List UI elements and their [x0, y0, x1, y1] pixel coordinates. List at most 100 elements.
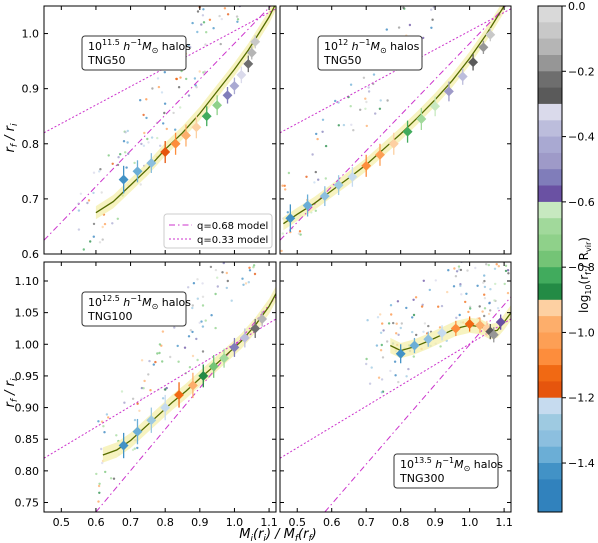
scatter-point [387, 322, 391, 325]
scatter-point [428, 288, 431, 292]
scatter-point [103, 222, 107, 226]
scatter-point [376, 316, 380, 319]
scatter-point [92, 171, 96, 174]
scatter-point [412, 355, 415, 358]
scatter-point [89, 240, 92, 243]
scatter-point [482, 281, 485, 284]
scatter-point [453, 267, 456, 270]
scatter-point [431, 18, 434, 21]
scatter-point [161, 330, 165, 333]
scatter-point [396, 300, 400, 303]
colorbar-block [538, 446, 562, 464]
binned-point [146, 415, 157, 426]
scatter-point [163, 111, 166, 115]
y-axis-label-top: rf / ri [3, 123, 20, 153]
scatter-point [467, 310, 470, 314]
scatter-point [92, 222, 96, 226]
model-line [280, 8, 511, 134]
scatter-point [465, 292, 468, 295]
scatter-point [459, 283, 462, 286]
scatter-point [314, 170, 317, 174]
scatter-point [147, 141, 150, 144]
scatter-point [379, 99, 382, 102]
x-tick-label: 0.7 [357, 516, 375, 529]
scatter-point [504, 227, 506, 229]
scatter-point [364, 97, 367, 100]
x-tick-label: 1.0 [226, 516, 244, 529]
colorbar-block [538, 397, 562, 415]
binned-point [250, 36, 261, 47]
scatter-point [201, 14, 205, 17]
scatter-point [217, 0, 219, 2]
colorbar-block [538, 218, 562, 235]
scatter-point [244, 282, 248, 285]
scatter-point [204, 319, 207, 322]
binned-point [402, 126, 413, 137]
scatter-point [349, 83, 353, 86]
scatter-point [242, 283, 245, 286]
scatter-point [314, 209, 317, 212]
model-line [44, 6, 272, 241]
scatter-point [460, 293, 463, 296]
scatter-point [259, 193, 261, 195]
scatter-point [266, 181, 268, 183]
annotation-subtitle: TNG300 [399, 472, 444, 485]
binned-point [170, 138, 181, 149]
scatter-point [214, 292, 217, 296]
scatter-point [198, 321, 201, 324]
model-line [44, 318, 276, 459]
binned-point [409, 340, 420, 351]
scatter-point [104, 470, 107, 474]
axes-frame [43, 261, 277, 513]
scatter-point [175, 77, 178, 81]
trend-line [283, 6, 505, 225]
scatter-point [236, 20, 239, 23]
x-tick-label: 0.7 [122, 516, 140, 529]
scatter-point [136, 402, 139, 405]
colorbar-block [538, 348, 562, 366]
scatter-point [283, 184, 286, 187]
scatter-point [157, 85, 161, 89]
scatter-point [418, 0, 420, 2]
scatter-point [374, 112, 377, 115]
scatter-point [201, 350, 205, 353]
scatter-point [397, 380, 400, 384]
y-tick-label: 0.90 [15, 402, 40, 415]
colorbar-block [538, 250, 562, 268]
scatter-point [367, 86, 370, 89]
scatter-point [237, 251, 239, 253]
scatter-point [397, 0, 399, 1]
scatter-point [139, 183, 142, 186]
scatter-point [280, 266, 282, 268]
scatter-point [183, 346, 187, 349]
scatter-point [493, 267, 497, 270]
scatter-point [352, 129, 355, 132]
scatter-point [101, 225, 104, 229]
scatter-point [311, 153, 314, 156]
scatter-point [427, 324, 430, 328]
scatter-point [191, 21, 194, 25]
scatter-point [432, 6, 436, 9]
trend-band [95, 6, 276, 220]
x-tick-label: 1.1 [260, 516, 278, 529]
scatter-point [321, 118, 325, 122]
scatter-point [102, 425, 105, 428]
x-tick-label: 0.9 [191, 516, 209, 529]
y-tick-label: 0.85 [15, 433, 40, 446]
scatter-point [252, 266, 255, 269]
scatter-point [379, 349, 383, 352]
scatter-point [191, 354, 195, 358]
binned-point [243, 58, 254, 69]
scatter-point [156, 77, 160, 80]
colorbar-tick-label: 0.0 [568, 0, 586, 13]
colorbar-block [538, 299, 562, 317]
scatter-point [394, 374, 397, 377]
scatter-point [152, 363, 155, 366]
scatter-point [252, 264, 256, 267]
scatter-point [201, 295, 205, 298]
scatter-point [187, 286, 190, 289]
scatter-point [496, 250, 498, 252]
scatter-point [126, 141, 129, 144]
